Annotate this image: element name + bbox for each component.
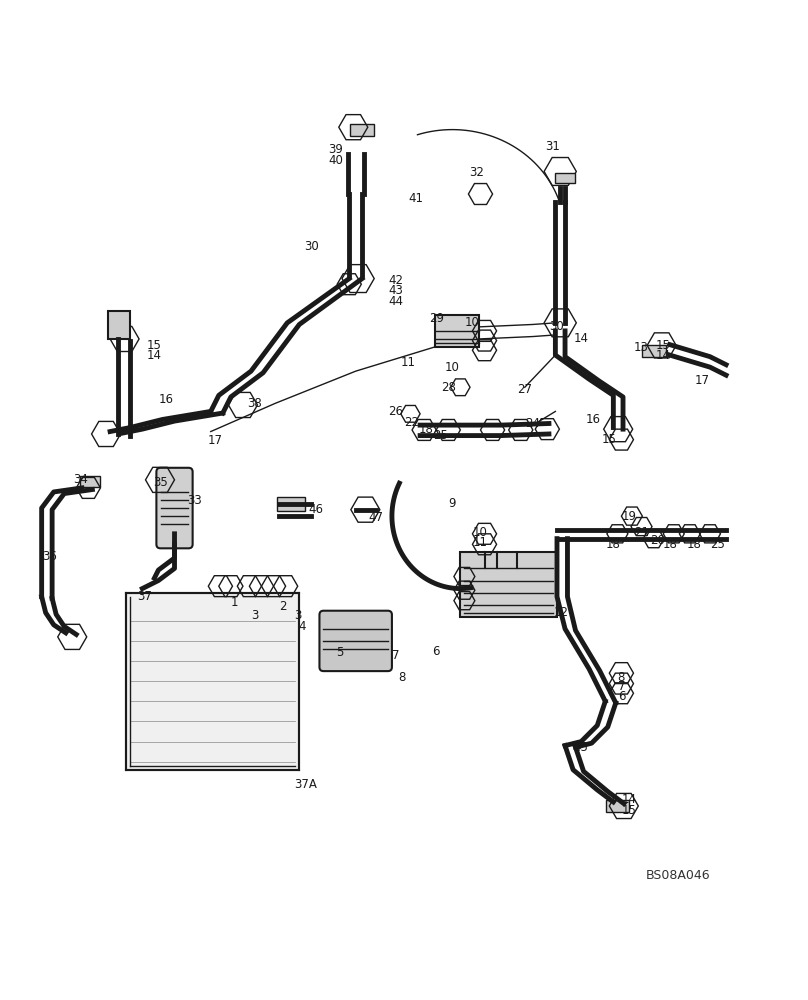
Text: 21: 21 bbox=[634, 526, 649, 539]
Text: 28: 28 bbox=[441, 381, 456, 394]
Text: 9: 9 bbox=[448, 497, 456, 510]
Text: 6: 6 bbox=[432, 645, 440, 658]
FancyBboxPatch shape bbox=[157, 468, 192, 548]
Bar bbox=[350, 124, 374, 136]
Text: 37: 37 bbox=[137, 590, 152, 603]
Text: 38: 38 bbox=[248, 397, 263, 410]
Text: 25: 25 bbox=[433, 429, 448, 442]
Text: 10: 10 bbox=[445, 361, 460, 374]
Text: 10: 10 bbox=[465, 316, 480, 329]
Text: 35: 35 bbox=[154, 476, 168, 489]
Text: 26: 26 bbox=[389, 405, 403, 418]
Text: 24: 24 bbox=[525, 417, 541, 430]
Bar bbox=[435, 315, 479, 347]
Bar bbox=[107, 311, 130, 339]
Text: 2: 2 bbox=[280, 600, 287, 613]
Text: 1: 1 bbox=[231, 596, 238, 609]
Text: 14: 14 bbox=[656, 349, 671, 362]
Text: 7: 7 bbox=[392, 649, 400, 662]
Text: 12: 12 bbox=[553, 606, 569, 619]
Text: 18: 18 bbox=[419, 423, 433, 436]
Text: 16: 16 bbox=[159, 393, 174, 406]
Text: 47: 47 bbox=[368, 511, 383, 524]
Text: 15: 15 bbox=[656, 339, 671, 352]
Text: 36: 36 bbox=[42, 550, 57, 563]
Text: 32: 32 bbox=[469, 166, 484, 179]
Text: 40: 40 bbox=[328, 154, 343, 167]
Text: 15: 15 bbox=[147, 339, 162, 352]
Text: 19: 19 bbox=[622, 510, 637, 523]
Text: 46: 46 bbox=[308, 503, 323, 516]
Bar bbox=[606, 800, 629, 812]
Text: 18: 18 bbox=[687, 538, 701, 551]
Text: 4: 4 bbox=[298, 620, 305, 633]
Text: 6: 6 bbox=[617, 690, 625, 703]
Bar bbox=[277, 497, 305, 511]
Text: 17: 17 bbox=[694, 374, 709, 387]
Text: 30: 30 bbox=[304, 240, 319, 253]
Text: 31: 31 bbox=[545, 140, 561, 153]
Text: 30: 30 bbox=[549, 320, 564, 333]
Text: 34: 34 bbox=[73, 473, 88, 486]
Text: 20: 20 bbox=[650, 534, 665, 547]
Text: 39: 39 bbox=[328, 143, 343, 156]
Text: 15: 15 bbox=[602, 433, 617, 446]
Bar bbox=[461, 552, 557, 617]
Text: 14: 14 bbox=[622, 793, 637, 806]
Bar bbox=[126, 593, 299, 770]
Text: 5: 5 bbox=[336, 646, 343, 659]
Text: 44: 44 bbox=[389, 295, 403, 308]
FancyBboxPatch shape bbox=[319, 611, 392, 671]
Bar bbox=[642, 345, 666, 357]
Text: 27: 27 bbox=[517, 383, 532, 396]
Text: 10: 10 bbox=[473, 526, 488, 539]
Text: 8: 8 bbox=[618, 671, 625, 684]
Text: 25: 25 bbox=[710, 538, 726, 551]
Text: 29: 29 bbox=[429, 312, 444, 325]
Text: 16: 16 bbox=[586, 413, 600, 426]
Text: 45: 45 bbox=[574, 741, 588, 754]
Text: 14: 14 bbox=[574, 332, 589, 345]
Text: 22: 22 bbox=[405, 416, 419, 429]
Text: 13: 13 bbox=[634, 341, 649, 354]
Text: 14: 14 bbox=[147, 349, 162, 362]
Text: 37A: 37A bbox=[294, 778, 318, 791]
Text: 7: 7 bbox=[617, 680, 625, 693]
Text: 3: 3 bbox=[251, 609, 259, 622]
Text: 8: 8 bbox=[398, 671, 406, 684]
Text: 33: 33 bbox=[187, 493, 202, 506]
Text: 3: 3 bbox=[294, 609, 301, 622]
Text: 42: 42 bbox=[389, 274, 403, 287]
Text: 41: 41 bbox=[409, 192, 423, 205]
Text: 43: 43 bbox=[389, 284, 403, 297]
Text: 15: 15 bbox=[622, 804, 637, 817]
Text: 11: 11 bbox=[473, 536, 488, 549]
Bar bbox=[555, 173, 575, 183]
Bar bbox=[80, 476, 100, 487]
Text: 11: 11 bbox=[401, 356, 415, 369]
Text: 18: 18 bbox=[663, 538, 677, 551]
Text: 17: 17 bbox=[208, 434, 222, 447]
Text: 18: 18 bbox=[606, 538, 621, 551]
Text: BS08A046: BS08A046 bbox=[646, 869, 710, 882]
